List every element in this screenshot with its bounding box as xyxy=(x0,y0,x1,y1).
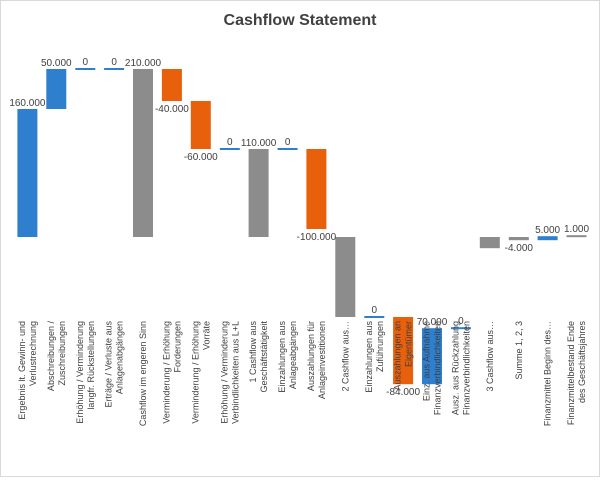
bar-11 xyxy=(306,149,327,229)
bar-3 xyxy=(75,68,96,70)
chart-title: Cashflow Statement xyxy=(224,12,378,29)
data-label-8: 0 xyxy=(227,137,233,148)
bar-17 xyxy=(479,237,500,249)
bar-20 xyxy=(566,235,587,238)
data-label-6: -40.000 xyxy=(155,104,189,115)
bar-14 xyxy=(393,317,414,385)
data-label-7: -60.000 xyxy=(184,152,218,163)
data-label-5: 210.000 xyxy=(125,58,162,69)
category-label-14: Auszahlungen anEigentümer xyxy=(393,321,414,391)
category-labels-group: Ergebnis lt. Gewinn- undVerlustrechnung A… xyxy=(17,321,587,427)
category-label-7: Verminderung / ErhöhungVorräte xyxy=(190,321,211,424)
bar-15 xyxy=(422,328,442,385)
bar-13 xyxy=(364,316,385,318)
bar-2 xyxy=(46,69,67,109)
data-labels-group: 160.000 50.000 0 0 210.000 -40.000 -60.000 0 110… xyxy=(9,57,589,398)
data-label-19: 5.000 xyxy=(535,225,560,236)
bar-9 xyxy=(248,149,269,237)
data-label-11: -100.000 xyxy=(297,232,337,243)
category-label-18: Summe 1, 2, 3 xyxy=(514,321,524,380)
bar-12 xyxy=(335,237,356,317)
category-label-17: 3 Cashflow aus… xyxy=(485,321,495,392)
bar-7 xyxy=(190,101,211,149)
category-label-15: Einz. aus AufnahmeFinanzverbindlichkeite… xyxy=(422,321,443,415)
bar-6 xyxy=(161,69,182,101)
data-label-1: 160.000 xyxy=(9,98,46,109)
bar-16 xyxy=(450,327,471,330)
category-label-8: Erhöhung / VerminderungVerbindlichkeiten… xyxy=(219,321,240,424)
data-label-2: 50.000 xyxy=(41,58,72,69)
category-label-20: Finanzmittelbestand Endedes Geschäftsjah… xyxy=(566,321,587,426)
bar-5 xyxy=(133,69,153,237)
category-label-5: Cashflow im engeren Sinn xyxy=(138,321,148,426)
bar-1 xyxy=(17,109,38,237)
bars-group xyxy=(17,68,587,385)
category-label-12: 2 Cashflow aus… xyxy=(340,321,350,392)
data-label-20: 1.000 xyxy=(564,224,589,235)
category-label-10: Einzahlungen ausAnlageabgängen xyxy=(277,321,298,393)
bar-4 xyxy=(104,68,125,70)
data-label-9: 110.000 xyxy=(241,138,277,149)
category-label-2: Abschreibungen /Zuschreibungen xyxy=(46,321,67,392)
data-label-3: 0 xyxy=(83,57,89,68)
data-label-16: 0 xyxy=(458,316,464,327)
bar-10 xyxy=(277,148,298,150)
category-label-16: Ausz. aus RückzahlungFinanzverbindlichke… xyxy=(450,321,471,415)
category-label-1: Ergebnis lt. Gewinn- undVerlustrechnung xyxy=(17,321,38,420)
bar-19 xyxy=(537,236,558,241)
category-label-13: Einzahlungen ausZuführungen xyxy=(364,321,385,393)
data-label-15: 70.000 xyxy=(417,317,448,328)
data-label-4: 0 xyxy=(111,57,117,68)
category-label-11: Auszahlungen fürAnlageinvestitionen xyxy=(306,321,327,399)
data-label-18: -4.000 xyxy=(505,243,534,254)
data-label-14: -84.000 xyxy=(386,387,420,398)
data-label-10: 0 xyxy=(285,137,291,148)
data-label-13: 0 xyxy=(372,305,378,316)
bar-18 xyxy=(508,237,529,241)
category-label-19: Finanzmittel Beginn des… xyxy=(543,321,553,426)
category-label-9: 1 Cashflow ausGeschäftstätigkeit xyxy=(248,321,269,393)
category-label-6: Verminderung / ErhöhungForderungen xyxy=(161,321,182,424)
bar-8 xyxy=(219,148,240,150)
category-label-4: Erträge / Verluste ausAnlagenabgängen xyxy=(104,321,125,408)
category-label-3: Erhöhung / Verminderunglangfr. Rückstell… xyxy=(75,321,96,424)
